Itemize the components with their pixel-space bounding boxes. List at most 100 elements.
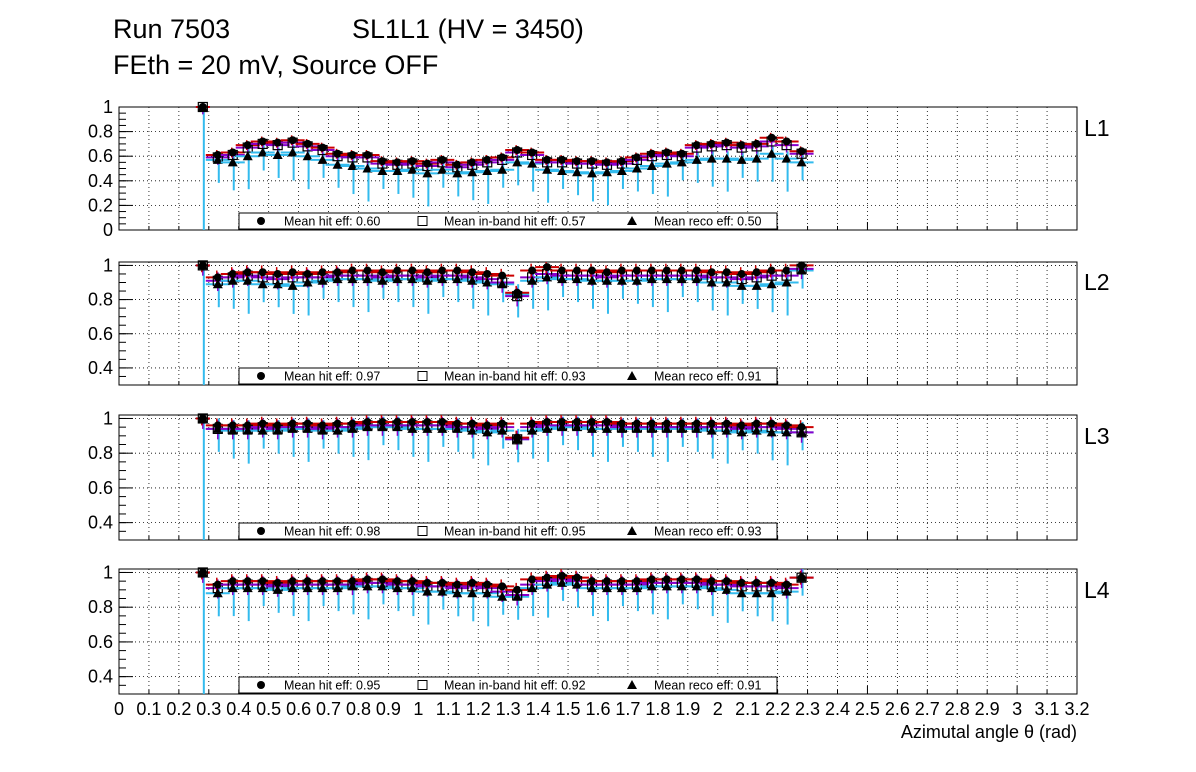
reco-marker xyxy=(676,274,687,284)
reco-marker xyxy=(601,167,612,177)
hit-marker xyxy=(378,575,387,584)
hit-marker xyxy=(468,158,477,167)
hit-marker xyxy=(363,417,372,426)
hit-marker xyxy=(543,417,552,426)
reco-marker xyxy=(572,274,583,284)
reco-marker xyxy=(646,161,657,171)
x-axis-title: Azimutal angle θ (rad) xyxy=(901,722,1077,742)
hit-marker xyxy=(647,419,656,428)
reco-marker xyxy=(557,577,568,587)
hit-marker xyxy=(393,417,402,426)
hit-marker xyxy=(273,421,282,430)
legend-hit-marker xyxy=(257,217,265,225)
y-tick-label: 0.2 xyxy=(88,195,113,215)
hit-marker xyxy=(662,266,671,275)
hit-marker xyxy=(498,271,507,280)
hit-marker xyxy=(617,157,626,166)
reco-marker xyxy=(317,154,328,164)
hit-marker xyxy=(198,261,207,270)
reco-marker xyxy=(287,147,298,157)
hit-marker xyxy=(453,160,462,169)
reco-marker xyxy=(392,165,403,175)
hit-marker xyxy=(782,137,791,146)
reco-marker xyxy=(497,279,508,289)
reco-marker xyxy=(751,153,762,163)
reco-marker xyxy=(676,157,687,167)
reco-marker xyxy=(781,427,792,437)
reco-marker xyxy=(661,274,672,284)
hit-marker xyxy=(632,153,641,162)
hit-marker xyxy=(797,573,806,582)
hit-marker xyxy=(468,419,477,428)
hit-marker xyxy=(258,419,267,428)
hit-marker xyxy=(378,157,387,166)
hit-marker xyxy=(318,577,327,586)
legend-box xyxy=(238,522,778,540)
legend-reco-label: Mean reco eff: 0.91 xyxy=(654,370,762,384)
hit-marker xyxy=(288,419,297,428)
hit-marker xyxy=(243,577,252,586)
reco-marker xyxy=(302,151,313,161)
reco-marker xyxy=(362,422,373,432)
x-tick-label: 1.9 xyxy=(675,699,700,719)
reco-marker xyxy=(781,153,792,163)
x-tick-label: 2.7 xyxy=(915,699,940,719)
hit-marker xyxy=(453,580,462,589)
y-tick-label: 1 xyxy=(103,255,113,275)
reco-marker xyxy=(587,168,598,178)
hit-marker xyxy=(647,149,656,158)
reco-marker xyxy=(751,425,762,435)
hit-marker xyxy=(228,148,237,157)
hit-marker xyxy=(483,580,492,589)
legend-hit-label: Mean hit eff: 0.95 xyxy=(284,679,380,693)
reco-marker xyxy=(706,583,717,593)
hit-marker xyxy=(438,266,447,275)
legend-box xyxy=(238,367,778,385)
reco-marker xyxy=(781,586,792,596)
legend-inband-marker xyxy=(417,680,428,690)
hit-marker xyxy=(588,417,597,426)
reco-marker xyxy=(467,588,478,598)
reco-marker xyxy=(302,423,313,433)
reco-marker xyxy=(497,425,508,435)
reco-marker xyxy=(467,167,478,177)
hit-marker xyxy=(797,423,806,432)
reco-marker xyxy=(542,423,553,433)
hit-marker xyxy=(692,141,701,150)
hit-marker xyxy=(438,417,447,426)
reco-marker xyxy=(317,583,328,593)
panel-L4: 0.4 0.6 0.8 1 Mean hit eff: 0.95 Mean in-band… xyxy=(88,562,1110,695)
hit-marker xyxy=(423,159,432,168)
hit-marker xyxy=(453,266,462,275)
x-tick-label: 2.8 xyxy=(945,699,970,719)
reco-marker xyxy=(347,423,358,433)
hit-marker xyxy=(363,575,372,584)
hit-marker xyxy=(498,582,507,591)
hit-marker xyxy=(558,155,567,164)
x-tick-label: 1.3 xyxy=(496,699,521,719)
reco-marker xyxy=(287,583,298,593)
hit-marker xyxy=(797,261,806,270)
x-tick-label: 0 xyxy=(114,699,124,719)
legend-hit-marker xyxy=(257,681,265,689)
reco-marker xyxy=(377,275,388,285)
reco-marker xyxy=(616,583,627,593)
reco-marker xyxy=(422,168,433,178)
legend-reco-marker xyxy=(627,526,637,535)
legend-hit-marker xyxy=(257,372,265,380)
y-tick-label: 0.6 xyxy=(88,478,113,498)
hit-marker xyxy=(558,266,567,275)
hit-marker xyxy=(408,417,417,426)
hit-marker xyxy=(303,269,312,278)
hit-marker xyxy=(333,149,342,158)
x-tick-label: 2.9 xyxy=(975,699,1000,719)
panel-label-L4: L4 xyxy=(1084,577,1110,603)
reco-marker xyxy=(706,425,717,435)
hit-marker xyxy=(707,419,716,428)
reco-marker xyxy=(736,280,747,290)
reco-marker xyxy=(392,274,403,284)
x-tick-label: 1.8 xyxy=(645,699,670,719)
legend-hit-label: Mean hit eff: 0.98 xyxy=(284,525,380,539)
hit-marker xyxy=(333,419,342,428)
reco-marker xyxy=(661,581,672,591)
